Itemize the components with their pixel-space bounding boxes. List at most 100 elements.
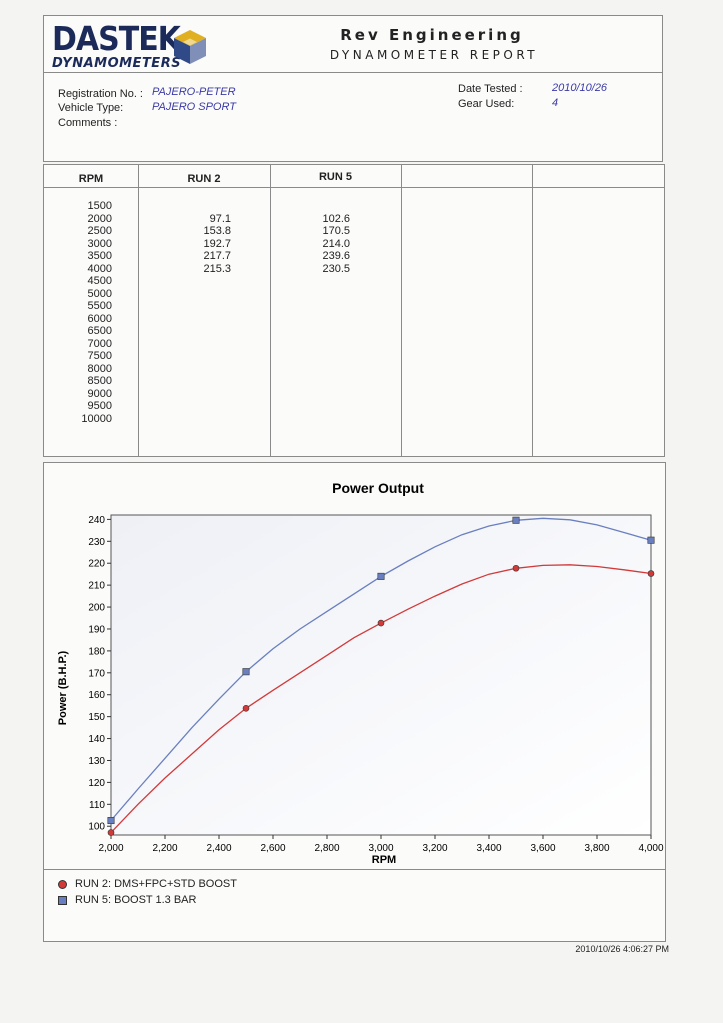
chart-title: Power Output bbox=[332, 480, 424, 496]
table-cell: 9000 bbox=[87, 387, 112, 400]
data-point-run5 bbox=[377, 572, 385, 580]
header-divider bbox=[44, 187, 664, 188]
x-tick-label: 2,200 bbox=[152, 843, 177, 854]
column-header-rpm: RPM bbox=[78, 173, 104, 185]
data-point-run2 bbox=[107, 829, 115, 836]
table-cell: 8000 bbox=[87, 362, 112, 375]
registration-value: PAJERO-PETER bbox=[152, 86, 236, 98]
gear-used-label: Gear Used: bbox=[458, 98, 515, 110]
table-cell: 1500 bbox=[87, 200, 112, 212]
vehicle-type-label: Vehicle Type: bbox=[58, 102, 124, 114]
legend-item-run5: RUN 5: BOOST 1.3 BAR bbox=[58, 894, 196, 906]
table-cell: 215.3 bbox=[203, 262, 231, 275]
x-tick-label: 2,800 bbox=[314, 843, 339, 854]
y-tick-label: 210 bbox=[88, 581, 105, 592]
y-tick-label: 160 bbox=[88, 690, 105, 701]
rpm-column: 1500 2000 2500 3000 3500 4000 4500 5000 5500 6000… bbox=[44, 200, 112, 425]
logo-main-text: DASTEK bbox=[52, 20, 181, 59]
circle-marker-icon bbox=[58, 879, 67, 889]
comments-label: Comments : bbox=[58, 117, 118, 129]
table-cell: 5000 bbox=[87, 287, 112, 300]
legend-item-run2: RUN 2: DMS+FPC+STD BOOST bbox=[58, 878, 237, 890]
table-cell: 214.0 bbox=[322, 237, 350, 250]
table-cell: 97.1 bbox=[209, 212, 231, 225]
column-header-run2: RUN 2 bbox=[187, 173, 221, 185]
x-tick-label: 2,600 bbox=[260, 843, 285, 854]
table-cell: 6000 bbox=[87, 312, 112, 325]
report-header: DASTEK DYNAMOMETERS Rev Engineering DYNA… bbox=[43, 15, 663, 73]
y-tick-label: 150 bbox=[88, 712, 105, 723]
date-tested-label: Date Tested : bbox=[458, 83, 523, 95]
y-tick-label: 130 bbox=[88, 756, 105, 767]
data-point-run2 bbox=[512, 564, 520, 572]
table-cell: 192.7 bbox=[203, 237, 231, 250]
data-point-run2 bbox=[242, 705, 250, 712]
x-tick-label: 3,800 bbox=[584, 843, 609, 854]
chart-legend: RUN 2: DMS+FPC+STD BOOST RUN 5: BOOST 1.… bbox=[43, 870, 666, 942]
y-tick-label: 220 bbox=[88, 559, 105, 570]
column-divider bbox=[532, 165, 533, 456]
column-divider bbox=[138, 165, 139, 456]
table-cell: 2000 bbox=[87, 212, 112, 225]
date-tested-value: 2010/10/26 bbox=[552, 82, 608, 94]
logo-sub-text: DYNAMOMETERS bbox=[52, 56, 182, 71]
report-title: DYNAMOMETER REPORT bbox=[329, 48, 539, 62]
run2-column: 97.1 153.8 192.7 217.7 215.3 bbox=[138, 200, 231, 275]
table-cell: 217.7 bbox=[203, 250, 231, 262]
y-tick-label: 110 bbox=[89, 800, 105, 811]
table-cell bbox=[270, 200, 350, 213]
data-point-run5 bbox=[242, 668, 250, 676]
table-cell: 3500 bbox=[87, 250, 112, 262]
company-name: Rev Engineering bbox=[340, 26, 524, 44]
table-cell: 230.5 bbox=[322, 262, 350, 275]
table-cell: 9500 bbox=[87, 400, 112, 412]
y-tick-label: 140 bbox=[88, 734, 105, 745]
data-point-run5 bbox=[647, 536, 655, 544]
column-header-run5: RUN 5 bbox=[318, 171, 352, 183]
run5-column: 102.6 170.5 214.0 239.6 230.5 bbox=[270, 200, 350, 275]
column-divider bbox=[401, 165, 402, 456]
data-point-run5 bbox=[512, 516, 520, 524]
x-tick-label: 3,000 bbox=[368, 843, 393, 854]
legend-label: RUN 5: BOOST 1.3 BAR bbox=[75, 894, 197, 906]
y-tick-label: 190 bbox=[88, 624, 105, 635]
x-axis-label: RPM bbox=[372, 854, 396, 866]
x-tick-label: 2,400 bbox=[206, 843, 231, 854]
x-tick-label: 3,600 bbox=[530, 843, 555, 854]
table-cell: 3000 bbox=[87, 237, 112, 250]
table-cell: 153.8 bbox=[203, 225, 231, 237]
table-cell: 2500 bbox=[87, 225, 112, 237]
x-tick-label: 3,200 bbox=[422, 843, 447, 854]
legend-label: RUN 2: DMS+FPC+STD BOOST bbox=[75, 878, 237, 890]
table-cell: 10000 bbox=[81, 412, 112, 425]
table-cell bbox=[138, 200, 231, 213]
table-cell: 170.5 bbox=[322, 225, 350, 237]
results-table: RPM RUN 2 RUN 5 1500 2000 2500 3000 3500 4000… bbox=[43, 164, 665, 457]
gear-used-value: 4 bbox=[552, 97, 559, 109]
vehicle-type-value: PAJERO SPORT bbox=[152, 101, 236, 113]
plot-area bbox=[110, 514, 652, 836]
table-cell: 4500 bbox=[87, 275, 112, 287]
data-point-run5 bbox=[107, 817, 115, 825]
table-cell: 7000 bbox=[87, 337, 112, 350]
y-tick-label: 230 bbox=[88, 537, 105, 548]
y-axis-label: Power (B.H.P.) bbox=[57, 650, 69, 725]
y-tick-label: 240 bbox=[88, 515, 105, 526]
x-tick-label: 4,000 bbox=[638, 843, 663, 854]
table-cell: 239.6 bbox=[322, 250, 350, 262]
registration-label: Registration No. : bbox=[58, 88, 143, 100]
table-cell: 8500 bbox=[87, 375, 112, 387]
square-marker-icon bbox=[58, 895, 67, 905]
data-point-run2 bbox=[647, 570, 655, 577]
table-cell: 4000 bbox=[87, 262, 112, 275]
table-cell: 5500 bbox=[87, 300, 112, 312]
report-timestamp: 2010/10/26 4:06:27 PM bbox=[575, 944, 669, 954]
y-tick-label: 170 bbox=[88, 668, 105, 679]
vehicle-info-panel: Registration No. : PAJERO-PETER Vehicle … bbox=[43, 72, 663, 162]
y-tick-label: 200 bbox=[88, 603, 105, 614]
cube-logo-icon bbox=[174, 30, 206, 64]
power-output-chart-panel: Power Output Power (B.H.P.) RPM 100 110 12… bbox=[43, 462, 666, 870]
power-output-chart: Power Output Power (B.H.P.) RPM 100 110 12… bbox=[57, 480, 664, 866]
dastek-logo: DASTEK DYNAMOMETERS bbox=[52, 20, 182, 71]
table-cell: 102.6 bbox=[322, 212, 350, 225]
